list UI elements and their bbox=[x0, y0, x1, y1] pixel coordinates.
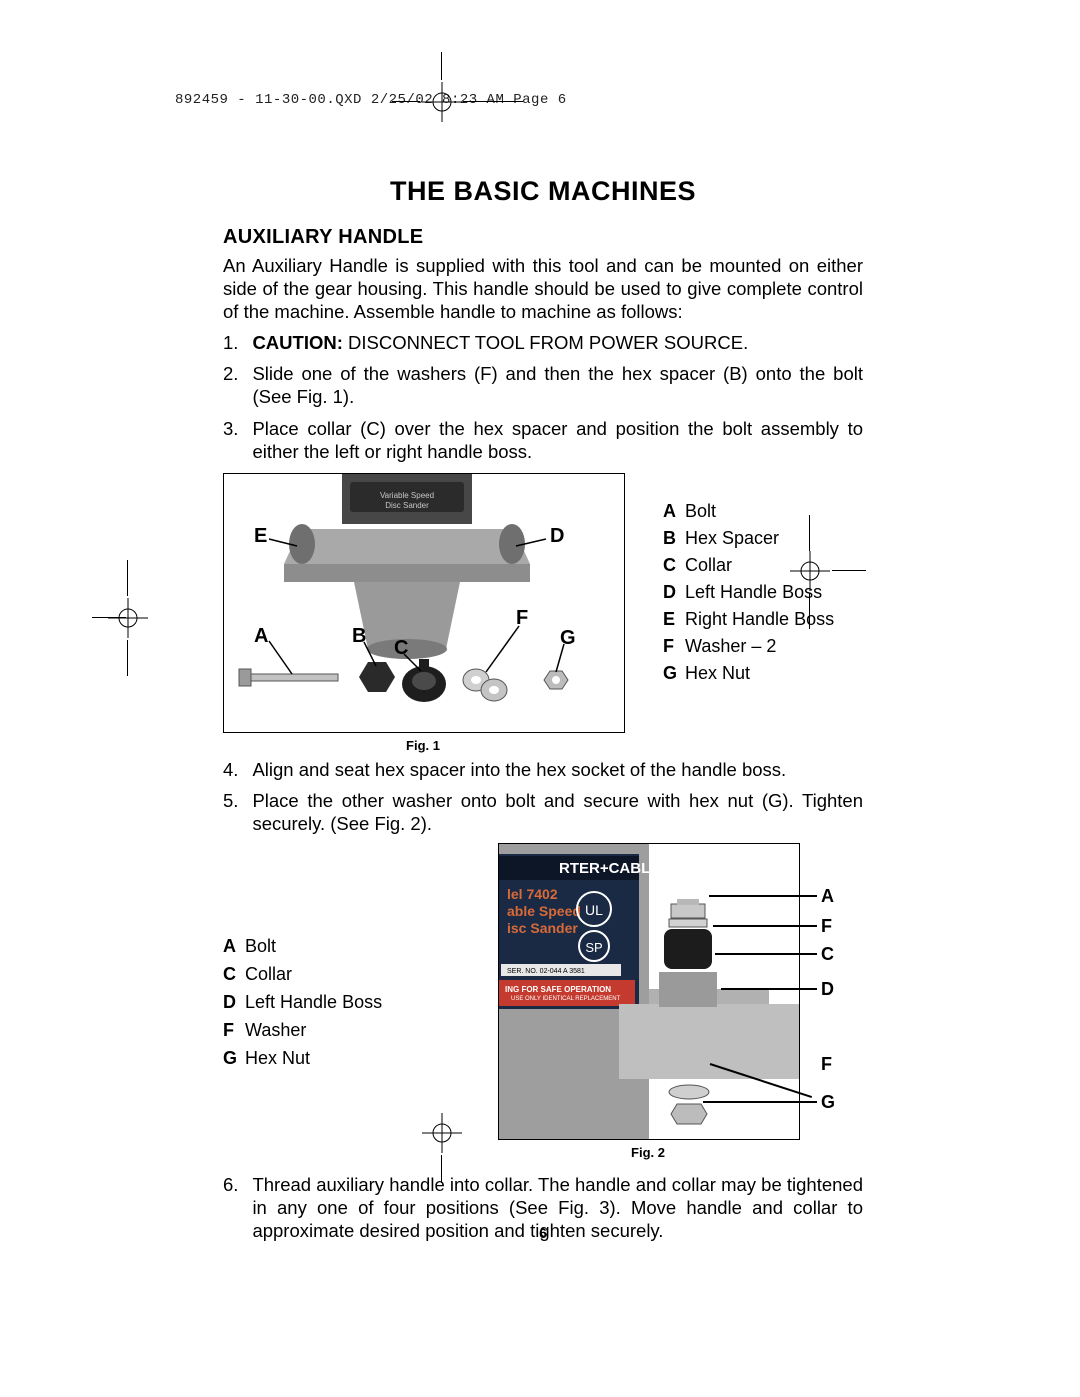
file-stamp: 892459 - 11-30-00.QXD 2/25/02 8:23 AM Pa… bbox=[175, 92, 567, 108]
svg-text:B: B bbox=[352, 625, 366, 647]
page-title: THE BASIC MACHINES bbox=[223, 175, 863, 209]
step-1: 1. CAUTION: DISCONNECT TOOL FROM POWER S… bbox=[223, 331, 863, 354]
fig2-callout: C bbox=[821, 943, 834, 966]
fig2-callout: F bbox=[821, 915, 832, 938]
svg-text:RTER+CABLE: RTER+CABLE bbox=[559, 860, 660, 877]
figure-2-legend: ABolt CCollar DLeft Handle Boss FWasher … bbox=[223, 933, 382, 1072]
reg-mark-top bbox=[422, 82, 462, 122]
fig2-callout: A bbox=[821, 885, 834, 908]
crop-tick bbox=[92, 617, 126, 618]
svg-text:E: E bbox=[254, 525, 267, 547]
svg-text:F: F bbox=[516, 607, 528, 629]
step-2: 2.Slide one of the washers (F) and then … bbox=[223, 362, 863, 408]
crop-tick bbox=[463, 101, 523, 102]
svg-text:A: A bbox=[254, 625, 268, 647]
crop-tick bbox=[127, 560, 128, 596]
content-column: THE BASIC MACHINES AUXILIARY HANDLE An A… bbox=[223, 175, 863, 1251]
crop-tick bbox=[392, 101, 420, 102]
svg-text:isc Sander: isc Sander bbox=[507, 920, 578, 936]
svg-text:C: C bbox=[394, 637, 408, 659]
figure-2: RTER+CABLE lel 7402 able Speed isc Sande… bbox=[498, 843, 800, 1140]
svg-text:SP: SP bbox=[585, 940, 602, 955]
svg-text:ING FOR SAFE OPERATION: ING FOR SAFE OPERATION bbox=[505, 985, 611, 994]
intro-paragraph: An Auxiliary Handle is supplied with thi… bbox=[223, 254, 863, 323]
svg-text:D: D bbox=[550, 525, 564, 547]
figure-2-group: ABolt CCollar DLeft Handle Boss FWasher … bbox=[223, 843, 863, 1173]
fig2-callout: D bbox=[821, 978, 834, 1001]
svg-text:G: G bbox=[560, 627, 576, 649]
step-5: 5.Place the other washer onto bolt and s… bbox=[223, 789, 863, 835]
figure-1-caption: Fig. 1 bbox=[223, 738, 623, 754]
step-3: 3.Place collar (C) over the hex spacer a… bbox=[223, 417, 863, 463]
figure-1: Variable Speed Disc Sander bbox=[223, 473, 625, 733]
caution-label: CAUTION: bbox=[252, 332, 342, 353]
figure-1-group: Variable Speed Disc Sander bbox=[223, 473, 863, 748]
section-heading: AUXILIARY HANDLE bbox=[223, 225, 863, 250]
svg-text:Variable Speed: Variable Speed bbox=[380, 491, 434, 500]
figure-2-caption: Fig. 2 bbox=[498, 1145, 798, 1161]
reg-mark-left bbox=[108, 598, 148, 638]
svg-text:UL: UL bbox=[585, 902, 603, 918]
crop-tick bbox=[441, 52, 442, 80]
svg-text:USE ONLY IDENTICAL REPLACEMENT: USE ONLY IDENTICAL REPLACEMENT bbox=[511, 996, 621, 1002]
fig2-callout: F bbox=[821, 1053, 832, 1076]
svg-text:Disc Sander: Disc Sander bbox=[385, 501, 429, 510]
figure-1-legend: ABolt BHex Spacer CCollar DLeft Handle B… bbox=[663, 498, 883, 687]
step-4: 4.Align and seat hex spacer into the hex… bbox=[223, 758, 863, 781]
page-number: 6 bbox=[223, 1225, 863, 1243]
fig2-callout: G bbox=[821, 1091, 835, 1114]
manual-page: 892459 - 11-30-00.QXD 2/25/02 8:23 AM Pa… bbox=[0, 0, 1080, 1397]
svg-text:able Speed: able Speed bbox=[507, 903, 581, 919]
step-1-text: DISCONNECT TOOL FROM POWER SOURCE. bbox=[343, 332, 748, 353]
crop-tick bbox=[127, 640, 128, 676]
svg-text:lel 7402: lel 7402 bbox=[507, 886, 558, 902]
svg-text:SER. NO. 02-044 A 3581: SER. NO. 02-044 A 3581 bbox=[507, 968, 585, 975]
